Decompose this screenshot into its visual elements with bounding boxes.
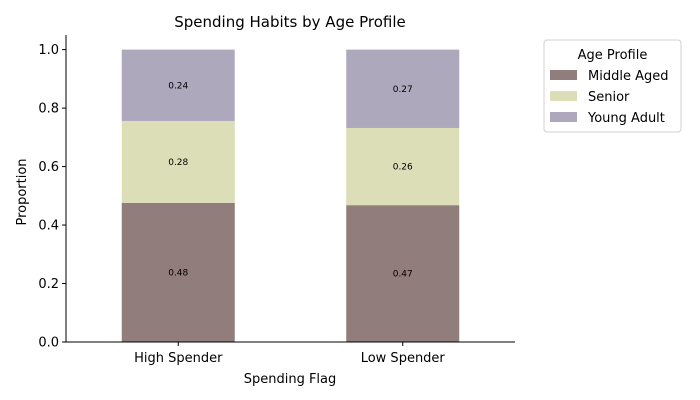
plot-area: 0.48 0.28 0.24 0.47 0.26 0.27 — [121, 49, 460, 342]
chart-title: Spending Habits by Age Profile — [174, 13, 405, 31]
bar-segment — [121, 120, 235, 203]
data-label: 0.24 — [168, 81, 188, 91]
legend-swatch — [550, 91, 577, 101]
legend-entry: Middle Aged — [588, 69, 668, 84]
bar-segment — [346, 205, 460, 342]
y-tick-label: 0.4 — [38, 219, 59, 234]
legend-entry: Young Adult — [587, 111, 665, 126]
data-label: 0.47 — [393, 270, 413, 280]
data-label: 0.48 — [168, 268, 188, 278]
legend-box — [543, 39, 682, 133]
axes: High Spender Low Spender 0.0 0.2 0.4 0.6 0.8 1.… — [38, 35, 515, 366]
data-label: 0.26 — [393, 163, 413, 173]
legend: Age Profile Middle Aged Senior Young Adult — [543, 39, 682, 133]
bar-segment — [346, 127, 460, 206]
bar-segment — [121, 49, 235, 121]
data-label: 0.28 — [168, 158, 188, 168]
y-tick-label: 0.8 — [38, 102, 59, 117]
y-tick-label: 0.2 — [38, 277, 59, 292]
bar-segment — [346, 49, 460, 128]
legend-swatch — [550, 112, 577, 122]
x-axis-label: Spending Flag — [244, 372, 337, 387]
y-tick-label: 0.6 — [38, 160, 59, 175]
y-axis-label: Proportion — [15, 158, 30, 225]
y-tick-label: 1.0 — [38, 43, 59, 58]
legend-entry: Senior — [588, 90, 630, 105]
legend-swatch — [550, 70, 577, 80]
y-tick-label: 0.0 — [38, 336, 59, 351]
bar-segment — [121, 202, 235, 342]
data-label: 0.27 — [393, 85, 413, 95]
x-tick-label: High Spender — [134, 351, 223, 366]
legend-title: Age Profile — [578, 48, 648, 63]
x-tick-label: Low Spender — [361, 351, 446, 366]
